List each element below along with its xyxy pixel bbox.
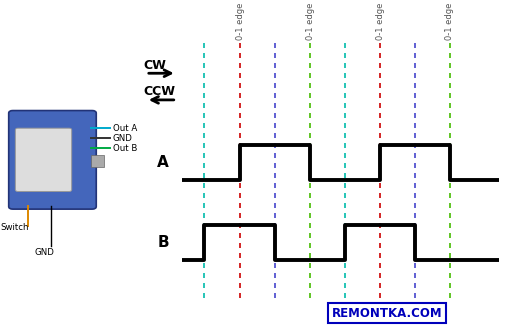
Text: GND: GND: [35, 248, 55, 257]
Text: 0-1 edge: 0-1 edge: [445, 3, 455, 40]
Text: 0-1 edge: 0-1 edge: [306, 3, 315, 40]
Text: Switch: Switch: [1, 223, 29, 232]
Text: GND: GND: [113, 134, 133, 143]
Text: CW: CW: [143, 59, 166, 72]
Text: 0-1 edge: 0-1 edge: [236, 3, 245, 40]
Text: REMONTKA.COM: REMONTKA.COM: [332, 307, 442, 320]
Text: CCW: CCW: [143, 85, 175, 98]
FancyBboxPatch shape: [9, 111, 96, 209]
Bar: [91, 155, 104, 166]
Text: Out A: Out A: [113, 124, 137, 133]
Text: A: A: [157, 155, 169, 170]
Text: 0-1 edge: 0-1 edge: [376, 3, 385, 40]
FancyBboxPatch shape: [15, 128, 72, 191]
Text: B: B: [157, 235, 169, 250]
Text: Out B: Out B: [113, 144, 137, 153]
